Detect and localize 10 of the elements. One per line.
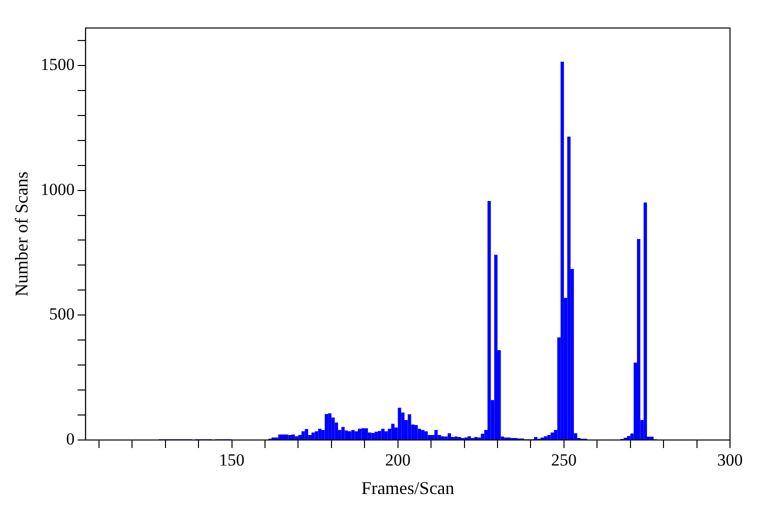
x-tick-label: 300 (717, 450, 743, 470)
y-tick-label: 500 (49, 304, 75, 324)
y-tick-label: 1500 (40, 54, 75, 74)
y-tick-label: 1000 (40, 180, 75, 199)
x-tick-label: 150 (219, 450, 245, 470)
x-axis-title: Frames/Scan (361, 478, 454, 498)
y-tick-label: 0 (66, 429, 75, 448)
x-tick-label: 250 (551, 450, 577, 470)
x-tick-label: 200 (385, 450, 411, 470)
y-axis-title: Number of Scans (12, 172, 32, 296)
